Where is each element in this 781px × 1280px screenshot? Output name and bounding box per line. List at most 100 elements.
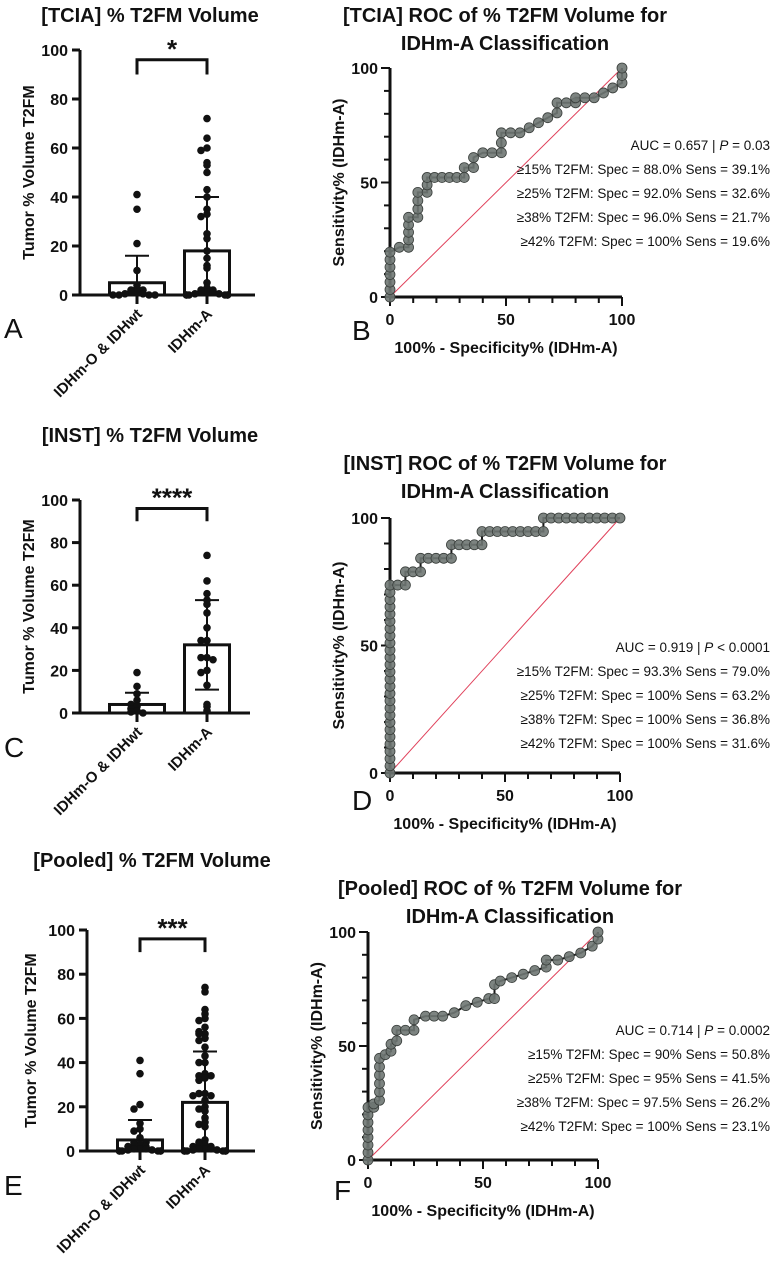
y-tick-label: 50 bbox=[360, 176, 378, 193]
panel-letter: A bbox=[4, 313, 23, 344]
data-point bbox=[201, 1023, 209, 1032]
data-point bbox=[195, 1016, 203, 1025]
reference-diagonal bbox=[367, 931, 599, 1161]
data-point bbox=[203, 666, 211, 675]
p-symbol: P bbox=[719, 138, 728, 153]
threshold-annotation: ≥25% T2FM: Spec = 100% Sens = 63.2% bbox=[520, 688, 770, 703]
data-point bbox=[115, 1147, 124, 1155]
data-point bbox=[203, 234, 211, 243]
data-point bbox=[203, 210, 211, 218]
chart-title: [TCIA] % T2FM Volume bbox=[41, 5, 258, 27]
data-point bbox=[130, 1144, 138, 1153]
data-point bbox=[203, 185, 211, 194]
data-point bbox=[191, 289, 199, 298]
roc-point bbox=[607, 82, 619, 94]
roc-point bbox=[586, 940, 598, 952]
data-point bbox=[180, 1147, 189, 1155]
data-point bbox=[136, 1133, 144, 1142]
data-point bbox=[133, 266, 141, 275]
y-axis-label: Sensitivity% (IDHm-A) bbox=[309, 962, 326, 1130]
data-point bbox=[201, 988, 209, 996]
x-tick-label: 0 bbox=[364, 1175, 373, 1192]
roc-point bbox=[495, 137, 507, 149]
significance-bracket bbox=[135, 58, 209, 75]
data-point bbox=[201, 1144, 209, 1153]
data-point bbox=[203, 707, 211, 715]
panel-letter: F bbox=[334, 1175, 351, 1206]
data-point bbox=[197, 288, 205, 297]
roc-point bbox=[506, 972, 518, 983]
roc-point bbox=[523, 122, 535, 134]
x-tick-label: 50 bbox=[496, 788, 514, 805]
x-category-label: IDHm-A bbox=[163, 1162, 214, 1213]
roc-point bbox=[552, 954, 564, 966]
threshold-annotation: ≥25% T2FM: Spec = 92.0% Sens = 32.6% bbox=[517, 186, 770, 201]
data-point bbox=[213, 1146, 221, 1154]
data-point bbox=[133, 690, 141, 698]
x-tick-label: 100 bbox=[585, 1175, 612, 1192]
roc-point bbox=[616, 62, 628, 74]
data-point bbox=[203, 609, 211, 617]
y-tick-label: 40 bbox=[57, 1056, 75, 1073]
y-tick-label: 100 bbox=[48, 923, 75, 940]
roc-point bbox=[514, 127, 526, 139]
roc-point bbox=[517, 968, 529, 980]
roc-point bbox=[588, 92, 600, 104]
y-tick-label: 80 bbox=[50, 92, 68, 109]
data-point bbox=[195, 1030, 203, 1038]
data-point bbox=[136, 1069, 144, 1078]
data-point bbox=[139, 709, 147, 717]
data-point bbox=[203, 114, 211, 123]
data-point bbox=[203, 636, 211, 645]
chart-title-line-2: IDHm-A Classification bbox=[401, 33, 609, 55]
y-tick-label: 100 bbox=[41, 43, 68, 60]
auc-annotation: AUC = 0.919 | P < 0.0001 bbox=[616, 640, 770, 655]
roc-point bbox=[551, 107, 563, 119]
y-axis-label: Tumor % Volume T2FM bbox=[23, 953, 40, 1128]
y-tick-label: 50 bbox=[338, 1039, 356, 1056]
data-point bbox=[203, 681, 211, 690]
y-tick-label: 0 bbox=[59, 706, 68, 723]
y-tick-label: 100 bbox=[41, 493, 68, 510]
panel-letter: B bbox=[352, 315, 371, 346]
y-tick-label: 20 bbox=[50, 239, 68, 256]
data-point bbox=[197, 212, 205, 221]
panel-letter: D bbox=[352, 785, 372, 816]
chart-title-line-2: IDHm-A Classification bbox=[406, 906, 614, 928]
x-category-label: IDHm-O & IDHwt bbox=[51, 306, 146, 401]
data-point bbox=[151, 291, 159, 299]
data-point bbox=[203, 653, 211, 662]
data-point bbox=[203, 193, 211, 201]
y-tick-label: 20 bbox=[50, 663, 68, 680]
threshold-annotation: ≥15% T2FM: Spec = 90% Sens = 50.8% bbox=[528, 1047, 770, 1062]
y-tick-label: 50 bbox=[360, 639, 378, 656]
data-point bbox=[195, 1089, 203, 1098]
y-tick-label: 0 bbox=[59, 288, 68, 305]
y-tick-label: 60 bbox=[50, 141, 68, 158]
roc-point bbox=[384, 246, 396, 258]
roc-point bbox=[400, 579, 411, 591]
roc-point bbox=[471, 996, 483, 1008]
data-point bbox=[130, 1105, 138, 1113]
roc-point bbox=[495, 127, 507, 139]
y-tick-label: 0 bbox=[369, 766, 378, 783]
data-point bbox=[201, 1122, 209, 1131]
roc-point bbox=[391, 1035, 403, 1047]
roc-point bbox=[468, 152, 479, 163]
data-point bbox=[136, 1144, 144, 1153]
roc-point bbox=[575, 947, 587, 959]
roc-point bbox=[393, 241, 405, 253]
data-point bbox=[201, 1052, 209, 1060]
roc-point bbox=[408, 1014, 420, 1026]
y-tick-label: 0 bbox=[369, 290, 378, 307]
roc-point bbox=[598, 87, 609, 99]
roc-point bbox=[476, 539, 488, 551]
threshold-annotation: ≥42% T2FM: Spec = 100% Sens = 31.6% bbox=[520, 736, 770, 751]
y-tick-label: 100 bbox=[329, 925, 356, 942]
roc-point bbox=[408, 1024, 420, 1036]
y-tick-label: 40 bbox=[50, 190, 68, 207]
x-tick-label: 0 bbox=[386, 312, 395, 329]
y-tick-label: 80 bbox=[57, 967, 75, 984]
x-category-label: IDHm-O & IDHwt bbox=[54, 1162, 149, 1257]
